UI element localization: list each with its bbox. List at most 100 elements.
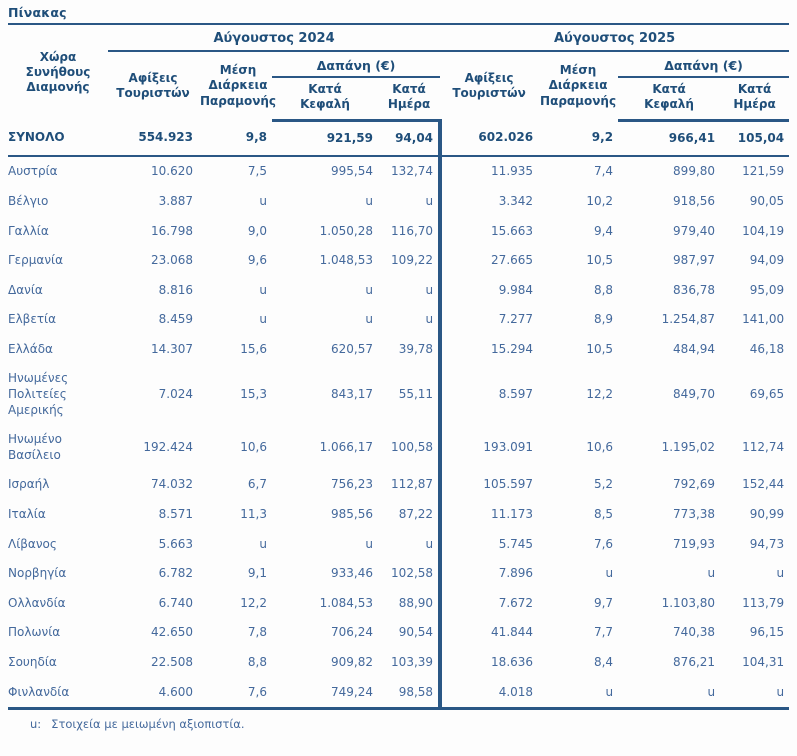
value-cell: 90,54 — [398, 625, 434, 640]
value-cell: 104,31 — [742, 655, 785, 669]
value-cell: 899,80 — [673, 164, 716, 179]
value-cell: 3.342 — [438, 186, 539, 217]
value-cell: 14.307 — [151, 341, 193, 356]
table-row: Ιταλία 8.571 11,3 985,56 87,22 11.173 8,5 773,3… — [8, 500, 789, 530]
value-cell: 8,9 — [593, 312, 614, 327]
country-cell: Νορβηγία — [8, 566, 67, 581]
column-header-country: Χώρα Συνήθους Διαμονής — [8, 25, 108, 120]
value-cell: 7,6 — [247, 684, 267, 699]
value-cell: 1.048,53 — [319, 253, 373, 268]
value-cell: 27.665 — [438, 246, 539, 276]
value-cell: 11.935 — [438, 156, 539, 187]
value-cell: 94,73 — [749, 536, 785, 551]
value-cell: u — [605, 566, 614, 581]
column-header-per-capita-2025: Κατά Κεφαλή — [618, 77, 721, 122]
value-cell: 87,22 — [398, 507, 434, 522]
value-cell: u — [776, 566, 785, 581]
value-cell: 104,19 — [742, 223, 785, 238]
table-row: Λίβανος 5.663 u u u 5.745 7,6 719,93 94,73 — [8, 529, 789, 560]
column-header-per-capita-2024: Κατά Κεφαλή — [272, 77, 378, 122]
value-cell: 10,6 — [240, 440, 267, 455]
value-cell: 105,04 — [720, 120, 790, 158]
table-header: Χώρα Συνήθους Διαμονής Αύγουστος 2024 Αύ… — [8, 25, 790, 122]
value-cell: 9.984 — [438, 275, 539, 306]
value-cell: 5.745 — [438, 529, 539, 560]
value-cell: 15,3 — [240, 387, 267, 402]
value-cell: 9,4 — [593, 223, 614, 238]
value-cell: u — [707, 684, 716, 699]
value-cell: 102,58 — [391, 566, 434, 581]
value-cell: 843,17 — [331, 387, 373, 402]
value-cell: u — [365, 312, 373, 327]
value-cell: u — [605, 684, 614, 699]
value-cell: u — [365, 536, 373, 551]
value-cell: 602.026 — [438, 120, 539, 158]
value-cell: 113,79 — [742, 595, 785, 610]
value-cell: 90,99 — [749, 507, 785, 522]
value-cell: 9,7 — [593, 595, 614, 610]
value-cell: 10,5 — [586, 341, 614, 356]
value-cell: 4.600 — [158, 684, 193, 699]
value-cell: 918,56 — [673, 193, 716, 208]
value-cell: 112,87 — [391, 477, 434, 492]
column-header-expenditure-2025: Δαπάνη (€) — [618, 51, 790, 78]
value-cell: 7.024 — [158, 387, 193, 402]
value-cell: 141,00 — [742, 312, 785, 327]
table-row: Πολωνία 42.650 7,8 706,24 90,54 41.844 7,7 740,… — [8, 618, 789, 648]
country-cell: Ιταλία — [8, 507, 46, 522]
value-cell: 192.424 — [143, 440, 193, 455]
value-cell: 16.798 — [151, 223, 193, 238]
value-cell: 88,90 — [398, 595, 434, 610]
value-cell: 103,39 — [391, 655, 434, 669]
table-row: Βέλγιο 3.887 u u u 3.342 10,2 918,56 90,05 — [8, 186, 789, 217]
value-cell: 909,82 — [331, 655, 373, 669]
value-cell: 756,23 — [331, 477, 373, 492]
value-cell: 109,22 — [391, 253, 434, 268]
value-cell: 740,38 — [673, 625, 716, 640]
table-row: Νορβηγία 6.782 9,1 933,46 102,58 7.896 u u u — [8, 559, 789, 589]
value-cell: 5,2 — [593, 477, 614, 492]
table-row: Ηνωμένο Βασίλειο 192.424 10,6 1.066,17 100,5… — [8, 425, 789, 471]
value-cell: 8.597 — [438, 364, 539, 426]
value-cell: 46,18 — [749, 341, 785, 356]
footnote: u: Στοιχεία με μειωμένη αξιοπιστία. — [30, 717, 789, 731]
value-cell: 9,0 — [247, 223, 267, 238]
column-header-stay-2024-label: Μέση Διάρκεια Παραμονής — [200, 63, 277, 108]
value-cell: 152,44 — [742, 477, 785, 492]
value-cell: 1.195,02 — [661, 440, 716, 455]
value-cell: 18.636 — [438, 648, 539, 678]
column-header-expenditure-2024: Δαπάνη (€) — [272, 51, 441, 78]
value-cell: 23.068 — [151, 253, 193, 268]
country-cell: Ηνωμένες Πολιτείες Αμερικής — [8, 371, 69, 417]
country-cell: Πολωνία — [8, 625, 61, 640]
value-cell: 10,2 — [586, 193, 614, 208]
column-header-per-day-2025: Κατά Ημέρα — [720, 77, 790, 122]
column-header-per-capita-2024-label: Κατά Κεφαλή — [300, 82, 350, 112]
value-cell: 9,6 — [247, 253, 267, 268]
table-row: Σουηδία 22.508 8,8 909,82 103,39 18.636 8,4 876… — [8, 648, 789, 678]
country-cell: Ολλανδία — [8, 595, 66, 610]
value-cell: 98,58 — [398, 684, 434, 699]
value-cell: 706,24 — [331, 625, 373, 640]
value-cell: 9,8 — [198, 120, 272, 158]
group-header-august-2025: Αύγουστος 2025 — [440, 25, 790, 52]
value-cell: 876,21 — [673, 655, 716, 669]
table-row: Αυστρία 10.620 7,5 995,54 132,74 11.935 7,4 899… — [8, 156, 789, 187]
value-cell: 10,6 — [586, 440, 614, 455]
value-cell: 987,97 — [673, 253, 716, 268]
value-cell: 12,2 — [586, 387, 614, 402]
value-cell: u — [425, 312, 434, 327]
value-cell: u — [425, 282, 434, 297]
value-cell: u — [707, 566, 716, 581]
value-cell: 1.084,53 — [319, 595, 373, 610]
value-cell: 95,09 — [749, 282, 785, 297]
value-cell: 15.294 — [438, 334, 539, 365]
country-cell: Γερμανία — [8, 253, 64, 268]
value-cell: 985,56 — [331, 507, 373, 522]
value-cell: 15,6 — [240, 341, 267, 356]
value-cell: 55,11 — [398, 387, 434, 402]
value-cell: 193.091 — [438, 425, 539, 471]
value-cell: 8,8 — [593, 282, 614, 297]
country-cell: Αυστρία — [8, 164, 58, 179]
